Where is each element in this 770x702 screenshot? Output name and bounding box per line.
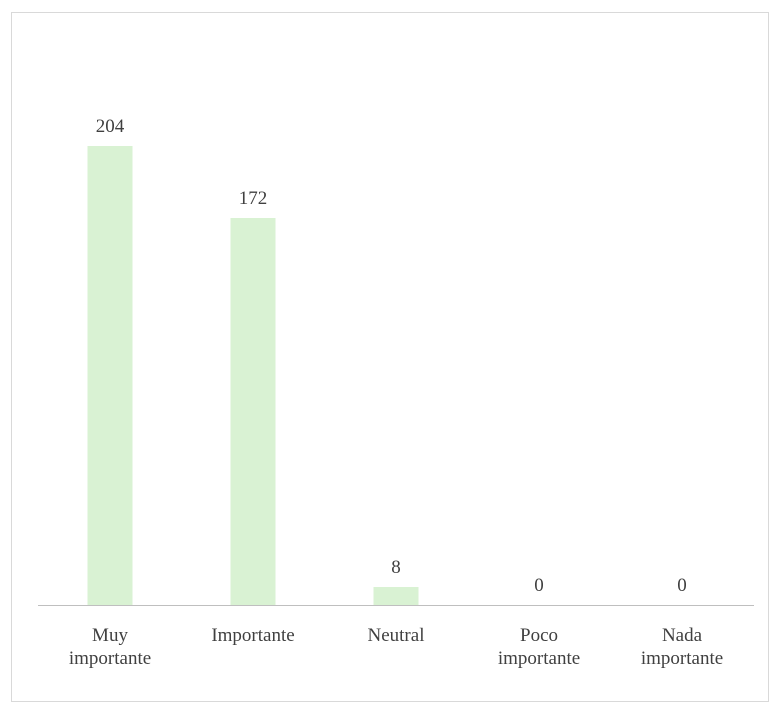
category-label-4: Nada importante bbox=[641, 625, 723, 669]
data-label-2: 8 bbox=[391, 557, 401, 578]
category-label-2: Neutral bbox=[368, 625, 425, 646]
data-label-1: 172 bbox=[239, 188, 268, 209]
category-label-0: Muy importante bbox=[69, 625, 151, 669]
category-label-3-line-0: Poco bbox=[520, 625, 558, 646]
bar-1 bbox=[230, 218, 276, 605]
category-label-1-line-0: Importante bbox=[211, 625, 294, 646]
category-label-0-line-0: Muy bbox=[92, 625, 128, 646]
category-label-3: Poco importante bbox=[498, 625, 580, 669]
category-label-0-line-1: importante bbox=[69, 648, 151, 669]
category-label-4-line-1: importante bbox=[641, 648, 723, 669]
category-label-1: Importante bbox=[211, 625, 294, 646]
data-label-0: 204 bbox=[96, 116, 125, 137]
bar-2 bbox=[373, 587, 419, 605]
category-label-3-line-1: importante bbox=[498, 648, 580, 669]
category-label-4-line-0: Nada bbox=[662, 625, 703, 646]
bars-layer bbox=[87, 146, 419, 605]
category-label-2-line-0: Neutral bbox=[368, 625, 425, 646]
data-label-3: 0 bbox=[534, 575, 544, 596]
bar-0 bbox=[87, 146, 133, 605]
data-label-4: 0 bbox=[677, 575, 687, 596]
